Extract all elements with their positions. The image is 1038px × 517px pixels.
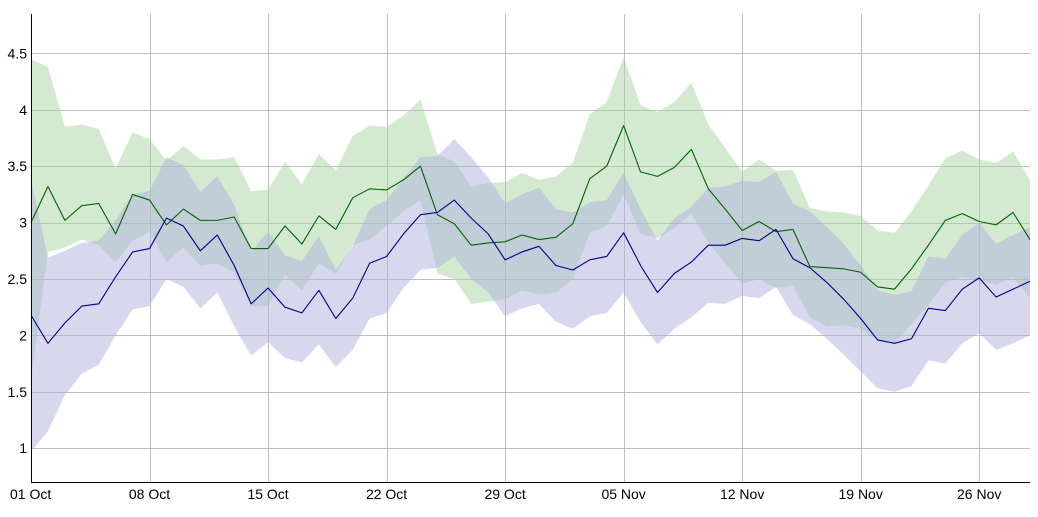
x-tick-label: 01 Oct (10, 486, 51, 502)
y-tick-label: 3.5 (8, 158, 28, 174)
x-tick-label: 12 Nov (720, 486, 764, 502)
x-tick-label: 19 Nov (838, 486, 882, 502)
y-tick-label: 2 (19, 327, 27, 343)
line-series-2 (30, 199, 1031, 344)
x-tick-label: 15 Oct (247, 486, 288, 502)
confidence-bands (31, 56, 1030, 452)
band-series-2 (31, 139, 1030, 452)
y-tick-label: 1.5 (8, 384, 28, 400)
series-lines (30, 125, 1031, 344)
y-tick-label: 4 (19, 102, 27, 118)
tick-labels: 01 Oct 08 Oct 15 Oct 22 Oct 29 Oct 05 Nov 12 N… (8, 45, 1002, 502)
x-tick-label: 08 Oct (129, 486, 170, 502)
y-tick-label: 3 (19, 215, 27, 231)
y-tick-label: 2.5 (8, 271, 28, 287)
axes (31, 14, 1030, 483)
x-tick-label: 26 Nov (957, 486, 1001, 502)
line-series-1 (30, 125, 1031, 290)
y-tick-label: 1 (19, 440, 27, 456)
y-tick-label: 4.5 (8, 45, 28, 61)
x-tick-label: 05 Nov (601, 486, 645, 502)
x-tick-label: 22 Oct (366, 486, 407, 502)
x-tick-label: 29 Oct (484, 486, 525, 502)
